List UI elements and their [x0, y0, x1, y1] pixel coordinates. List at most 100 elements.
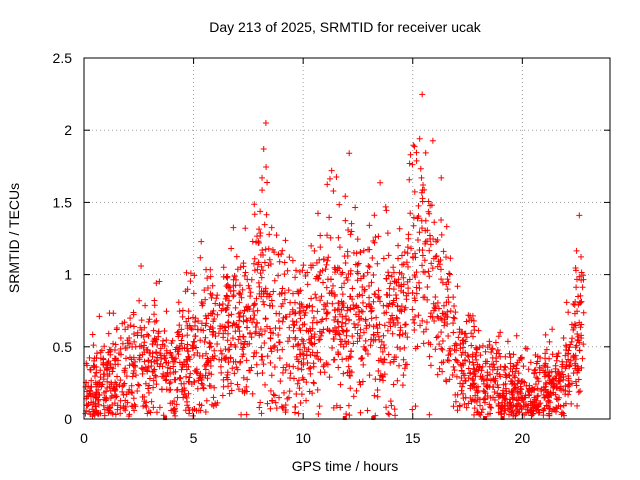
data-point	[178, 340, 185, 347]
axis-ticks	[83, 57, 610, 420]
data-point	[491, 389, 498, 396]
data-point	[450, 363, 457, 370]
data-point	[445, 357, 452, 364]
data-point	[470, 381, 477, 388]
data-point	[371, 212, 378, 219]
data-point	[374, 260, 381, 267]
data-point	[451, 302, 458, 309]
data-point	[185, 315, 192, 322]
data-point	[465, 365, 472, 372]
data-point	[190, 290, 197, 297]
data-point	[146, 316, 153, 323]
data-point	[179, 313, 186, 320]
data-point	[190, 338, 197, 345]
data-point	[110, 365, 117, 372]
data-point	[314, 386, 321, 393]
data-point	[136, 297, 143, 304]
data-point	[153, 357, 160, 364]
data-point	[262, 119, 269, 126]
data-point	[468, 342, 475, 349]
data-point	[565, 309, 572, 316]
data-point	[359, 299, 366, 306]
data-point	[304, 281, 311, 288]
data-point	[521, 394, 528, 401]
data-point	[334, 318, 341, 325]
data-point	[256, 226, 263, 233]
data-point	[370, 238, 377, 245]
data-point	[252, 330, 259, 337]
data-point	[558, 409, 565, 416]
data-point	[209, 401, 216, 408]
data-point	[196, 353, 203, 360]
data-point	[150, 384, 157, 391]
data-point	[241, 389, 248, 396]
data-point	[113, 393, 120, 400]
data-point	[324, 300, 331, 307]
data-point	[151, 311, 158, 318]
data-point	[218, 350, 225, 357]
data-point	[515, 409, 522, 416]
data-point	[172, 346, 179, 353]
data-point	[545, 372, 552, 379]
data-point	[150, 377, 157, 384]
data-point	[295, 410, 302, 417]
data-point	[206, 382, 213, 389]
data-point	[310, 314, 317, 321]
data-point	[407, 210, 414, 217]
data-point	[478, 367, 485, 374]
data-point	[434, 236, 441, 243]
data-point	[375, 287, 382, 294]
data-point	[323, 261, 330, 268]
data-point	[150, 327, 157, 334]
data-point	[209, 292, 216, 299]
data-point	[371, 392, 378, 399]
data-point	[176, 308, 183, 315]
data-point	[153, 349, 160, 356]
data-point	[290, 290, 297, 297]
data-point	[446, 376, 453, 383]
data-point	[296, 385, 303, 392]
data-point	[438, 316, 445, 323]
data-point	[364, 407, 371, 414]
data-point	[129, 343, 136, 350]
data-point	[350, 340, 357, 347]
data-point	[556, 385, 563, 392]
data-point	[523, 410, 529, 417]
data-point	[425, 339, 432, 346]
data-point	[379, 377, 386, 384]
data-point	[238, 294, 245, 301]
data-point	[300, 338, 307, 345]
data-point	[473, 387, 480, 394]
data-point	[235, 290, 242, 297]
data-point	[431, 219, 438, 226]
data-point	[420, 340, 427, 347]
data-point	[580, 276, 587, 283]
data-point	[298, 391, 305, 398]
data-point	[261, 339, 268, 346]
data-point	[360, 247, 367, 254]
data-point	[552, 362, 559, 369]
data-point	[169, 354, 176, 361]
data-point	[360, 329, 367, 336]
data-point	[495, 333, 502, 340]
data-point	[236, 314, 243, 321]
data-point	[366, 264, 373, 271]
data-point	[506, 388, 513, 395]
data-point	[142, 402, 149, 409]
data-point	[156, 278, 163, 285]
data-point	[243, 357, 250, 364]
data-point	[501, 363, 508, 370]
data-point	[123, 373, 130, 380]
data-point	[497, 363, 504, 370]
data-point	[338, 338, 345, 345]
data-point	[286, 324, 293, 331]
data-point	[279, 300, 286, 307]
data-point	[521, 379, 528, 386]
data-point	[117, 410, 124, 417]
data-point	[318, 332, 325, 339]
data-point	[314, 275, 321, 282]
data-point	[510, 389, 517, 396]
data-point	[203, 266, 210, 273]
data-point	[524, 345, 531, 352]
data-point	[463, 318, 470, 325]
